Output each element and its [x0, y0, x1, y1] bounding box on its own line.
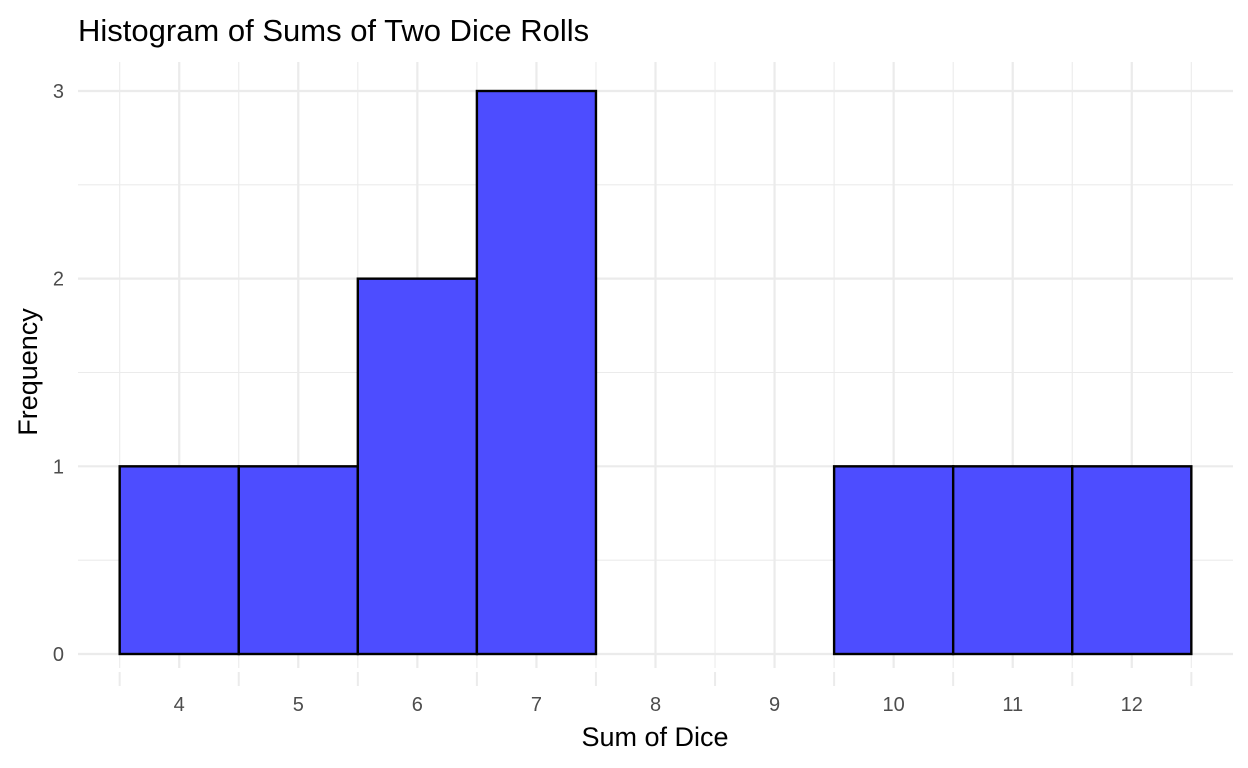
bar-11	[951, 465, 1074, 656]
x-axis-ticks	[118, 672, 1193, 686]
x-tick-label-5: 5	[293, 694, 304, 716]
bar-6	[356, 277, 479, 656]
x-tick-label-12: 12	[1121, 694, 1143, 716]
x-tick-label-8: 8	[650, 694, 661, 716]
bar-5	[237, 465, 360, 656]
bar-10	[832, 465, 955, 656]
x-tick-label-4: 4	[174, 694, 185, 716]
x-axis-tick-labels: 4 5 6 7 8 9 10 11 12	[174, 694, 1143, 716]
histogram-bars	[118, 89, 1193, 656]
x-tick-label-6: 6	[412, 694, 423, 716]
y-tick-label-0: 0	[53, 644, 64, 666]
x-tick-label-11: 11	[1002, 694, 1023, 716]
y-axis-tick-labels: 0 1 2 3	[53, 81, 64, 666]
bar-4	[118, 465, 240, 656]
bar-12	[1071, 465, 1193, 656]
x-tick-label-7: 7	[531, 694, 542, 716]
bar-7	[475, 89, 598, 656]
y-tick-label-3: 3	[53, 81, 64, 103]
y-tick-label-1: 1	[53, 456, 64, 478]
x-tick-label-9: 9	[769, 694, 780, 716]
x-tick-label-10: 10	[883, 694, 905, 716]
chart-title: Histogram of Sums of Two Dice Rolls	[78, 13, 589, 48]
y-axis-title: Frequency	[13, 308, 43, 436]
x-axis-title: Sum of Dice	[581, 722, 728, 752]
y-tick-label-2: 2	[53, 269, 64, 291]
